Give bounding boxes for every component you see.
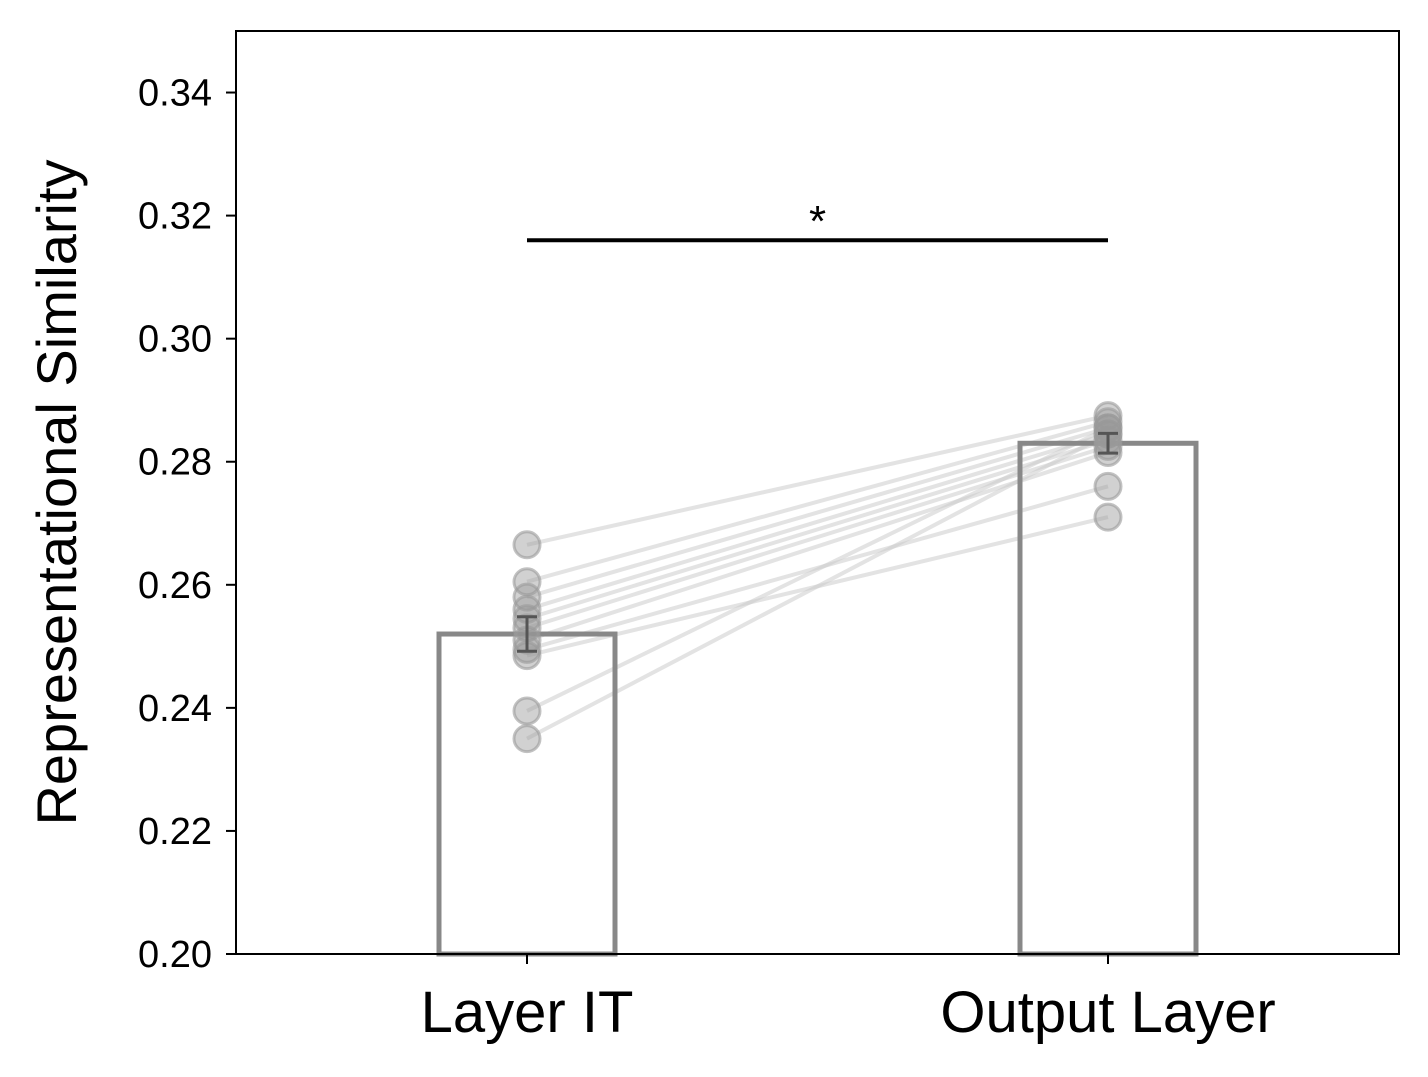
point-s10-c1 <box>512 696 542 726</box>
y-tick-label-3: 0.24 <box>138 688 212 730</box>
significance-annotation: * <box>527 197 1108 246</box>
x-axis: Layer IT Output Layer <box>421 954 1276 1045</box>
y-tick-label-7: 0.32 <box>138 196 212 238</box>
y-tick-label-2: 0.22 <box>138 811 212 853</box>
subject-line-2 <box>526 419 1109 584</box>
y-tick-label-1: 0.20 <box>138 934 212 976</box>
x-tick-label-1: Layer IT <box>421 980 634 1045</box>
point-s11-c1 <box>512 724 542 754</box>
subject-line-1 <box>526 413 1109 547</box>
subject-line-5 <box>526 438 1109 621</box>
bar-1 <box>436 631 618 957</box>
subject-lines <box>526 413 1109 741</box>
y-tick-label-5: 0.28 <box>138 442 212 484</box>
y-tick-label-8: 0.34 <box>138 73 212 115</box>
point-s2-c1 <box>512 567 542 597</box>
y-tick-label-4: 0.26 <box>138 565 212 607</box>
error-bars <box>517 431 1118 653</box>
significance-star: * <box>809 197 826 246</box>
subject-line-3 <box>526 425 1109 600</box>
subject-line-10 <box>526 426 1109 713</box>
point-s8-c2 <box>1093 471 1123 501</box>
point-s9-c2 <box>1093 502 1123 532</box>
x-tick-label-2: Output Layer <box>940 980 1275 1045</box>
plot-frame <box>235 30 1400 955</box>
point-s1-c1 <box>512 530 542 560</box>
y-tick-label-6: 0.30 <box>138 319 212 361</box>
subject-line-11 <box>526 432 1109 741</box>
y-axis: 0.20 0.22 0.24 0.26 0.28 0.30 0.32 0.34 <box>138 73 236 976</box>
subject-line-4 <box>526 432 1109 612</box>
y-axis-title: Representational Similarity <box>25 159 88 825</box>
